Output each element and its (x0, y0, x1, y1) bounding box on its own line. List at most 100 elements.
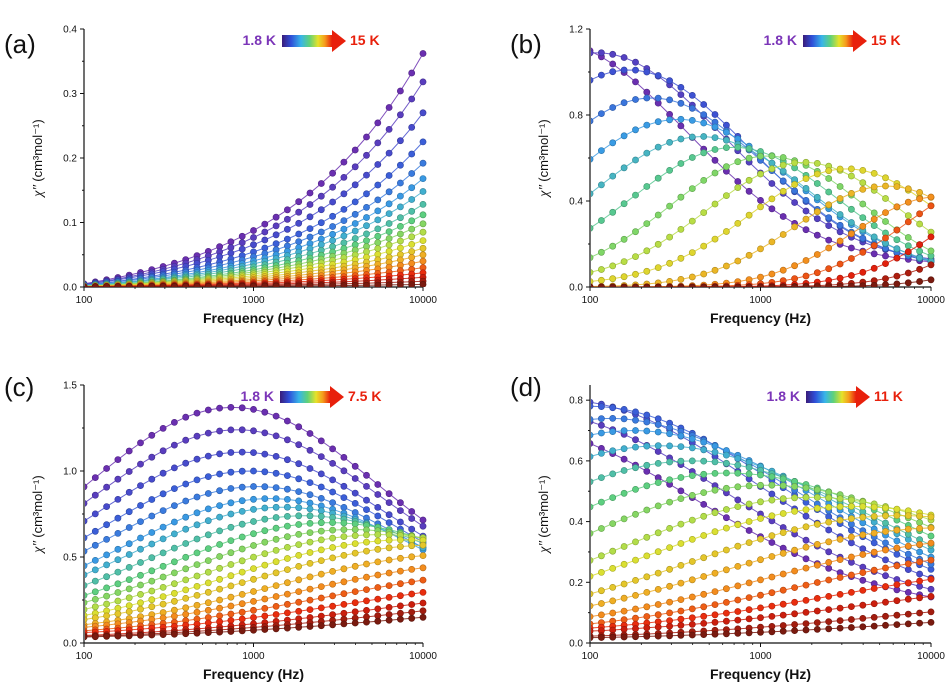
data-point (125, 594, 133, 602)
data-point (182, 525, 190, 533)
data-point (591, 634, 594, 641)
data-point (329, 198, 336, 206)
data-point (870, 585, 878, 592)
data-point (272, 593, 280, 600)
data-point (598, 429, 605, 437)
data-point (125, 488, 133, 496)
data-point (927, 524, 935, 532)
data-point (306, 189, 314, 197)
data-point (306, 446, 314, 454)
data-point (848, 255, 855, 262)
data-point (893, 537, 901, 545)
data-point (363, 573, 370, 581)
data-point (768, 602, 776, 610)
data-point (385, 241, 393, 249)
data-point (125, 564, 133, 571)
series-c10 (591, 481, 935, 537)
data-point (632, 126, 639, 134)
data-point (813, 626, 821, 633)
data-point (757, 515, 764, 522)
data-point (385, 188, 393, 196)
data-point (182, 540, 190, 547)
data-point (396, 230, 404, 238)
data-point (216, 596, 223, 604)
data-point (836, 495, 844, 503)
data-point (859, 185, 867, 193)
data-point (677, 495, 685, 502)
data-point (340, 590, 348, 598)
data-point (340, 239, 348, 247)
data-point (654, 174, 662, 182)
data-point (927, 513, 935, 521)
legend-gradient-arrow-body (806, 391, 856, 403)
series-c13 (591, 512, 935, 598)
data-point (329, 237, 336, 244)
data-point (227, 561, 235, 568)
data-point (295, 541, 303, 548)
data-point (238, 426, 246, 434)
data-point (688, 154, 696, 161)
data-point (654, 72, 662, 79)
data-point (620, 580, 628, 588)
data-point (802, 184, 810, 192)
data-point (385, 247, 393, 255)
data-point (791, 223, 798, 231)
data-point (916, 195, 923, 203)
data-point (103, 612, 110, 620)
data-point (700, 532, 708, 539)
data-point (216, 575, 223, 583)
data-point (666, 77, 673, 85)
data-point (882, 252, 889, 260)
x-axis-label: Frequency (Hz) (203, 310, 304, 326)
data-point (148, 512, 156, 520)
data-point (882, 195, 889, 202)
data-point (666, 233, 673, 241)
data-point (745, 187, 753, 195)
data-point (363, 171, 370, 179)
data-point (779, 154, 787, 161)
data-point (103, 584, 110, 592)
data-point (779, 586, 787, 594)
data-point (374, 181, 382, 189)
y-tick-label: 0.5 (63, 553, 77, 564)
data-point (227, 282, 235, 287)
data-point (85, 616, 88, 623)
data-point (385, 228, 393, 235)
data-point (609, 50, 617, 58)
data-point (825, 494, 833, 502)
data-point (620, 235, 628, 243)
data-point (261, 550, 269, 558)
data-point (227, 537, 235, 544)
data-point (734, 596, 742, 604)
data-point (182, 413, 190, 421)
data-point (734, 455, 742, 462)
data-point (632, 633, 639, 641)
data-point (283, 472, 291, 479)
data-point (700, 242, 708, 250)
data-point (768, 159, 776, 167)
data-point (170, 441, 178, 449)
data-point (893, 562, 901, 570)
data-point (317, 219, 325, 227)
data-point (385, 611, 393, 618)
x-tick-label: 1000 (749, 651, 772, 662)
data-point (711, 611, 719, 619)
data-point (204, 606, 212, 614)
data-point (711, 235, 719, 243)
data-point (825, 518, 833, 526)
data-point (317, 235, 325, 243)
data-point (283, 417, 291, 425)
data-point (419, 244, 427, 252)
data-point (666, 609, 673, 617)
data-point (351, 599, 359, 607)
data-point (351, 235, 359, 242)
data-point (734, 503, 742, 510)
data-point (836, 503, 844, 511)
data-point (103, 561, 110, 569)
data-point (329, 621, 336, 629)
data-point (598, 110, 605, 117)
y-tick-label: 0.8 (569, 396, 583, 407)
data-point (677, 540, 685, 547)
data-point (723, 144, 730, 151)
data-point (825, 167, 833, 175)
